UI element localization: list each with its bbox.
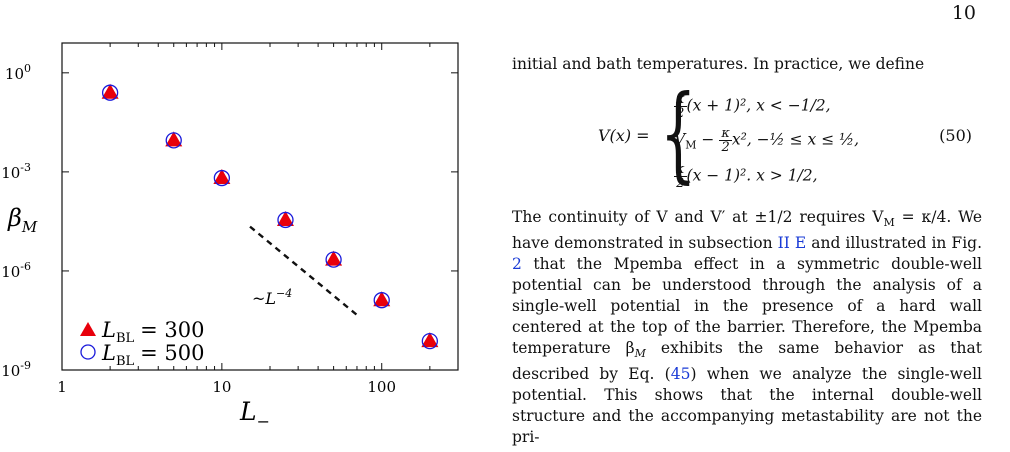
legend-marker-triangle [80, 322, 96, 336]
y-tick-label: 10-9 [1, 359, 31, 380]
y-tick-labels: 100 10-3 10-6 10-9 [1, 62, 31, 380]
circle-marker [277, 211, 294, 229]
scaling-label: ~L−4 [252, 287, 292, 308]
circle-marker [421, 332, 438, 350]
plot-frame [61, 42, 459, 371]
intro-paragraph: initial and bath temperatures. In practi… [512, 55, 925, 73]
circle-marker [213, 169, 231, 187]
triangle-marker [373, 291, 391, 307]
x-tick-label: 1 [57, 378, 67, 396]
left-brace: { [660, 72, 697, 194]
y-axis-label: βM [7, 204, 38, 236]
equation-case-2: VM − κ 2 x², −½ ≤ x ≤ ½, [674, 126, 860, 155]
circle-marker [325, 251, 342, 268]
x-tick-label: 100 [367, 378, 396, 396]
link-equation-45[interactable]: 45 [670, 365, 691, 384]
x-tick-labels: 1 10 100 [57, 378, 396, 396]
equation-case-1: κ 2 (x + 1)², x < −1/2, [674, 92, 831, 121]
x-axis-label: L− [239, 397, 270, 431]
legend-label-2: LBL = 500 [101, 341, 205, 369]
equation-lhs: V(x) = [598, 126, 650, 145]
circle-marker [101, 84, 119, 101]
equation-number: (50) [939, 126, 972, 145]
equation-case-3: κ 2 (x − 1)². x > 1/2, [674, 162, 818, 191]
triangle-marker [101, 83, 119, 99]
figure-plot: 1 10 100 100 10-3 10-6 10-9 ~L−4 βM L− LBL = 3… [1, 42, 459, 431]
y-tick-label: 100 [5, 62, 31, 83]
legend-marker-circle [80, 344, 96, 360]
triangle-marker [165, 131, 183, 147]
triangle-marker [213, 169, 231, 185]
y-tick-label: 10-3 [1, 161, 31, 182]
data-markers [101, 83, 439, 350]
equation-50: V(x) = { κ 2 (x + 1)², x < −1/2, VM − κ 2 x²… [512, 81, 982, 201]
axis-ticks [61, 43, 459, 371]
legend: LBL = 300 LBL = 500 [80, 318, 205, 369]
legend-label-1: LBL = 300 [101, 318, 205, 346]
paragraph-continuity: The continuity of V and V′ at ±1/2 requi… [512, 208, 983, 447]
circle-marker [373, 292, 390, 309]
link-section-2e[interactable]: II E [777, 234, 807, 253]
link-figure-2[interactable]: 2 [512, 255, 522, 274]
body-text-column: initial and bath temperatures. In practi… [512, 54, 982, 448]
triangle-marker [421, 332, 439, 348]
page-number: 10 [951, 2, 976, 24]
y-tick-label: 10-6 [1, 260, 31, 281]
x-tick-label: 10 [212, 378, 231, 396]
circle-marker [165, 132, 182, 149]
scaling-guide-line [249, 225, 358, 316]
triangle-marker [276, 210, 294, 226]
triangle-marker [325, 250, 343, 266]
